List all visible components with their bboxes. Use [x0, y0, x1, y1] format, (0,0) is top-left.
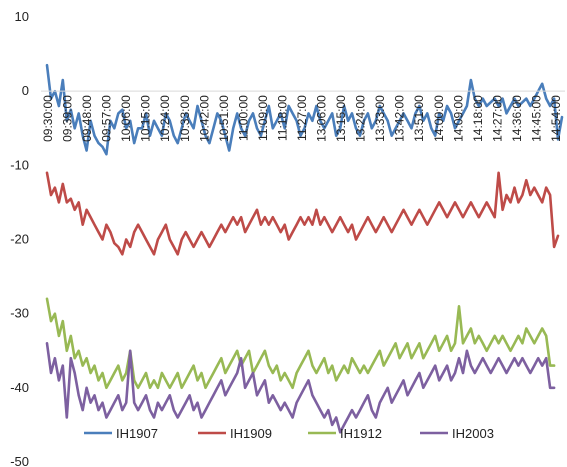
x-tick-label: 14:09:00 [451, 95, 465, 142]
y-tick-label: -10 [10, 157, 29, 172]
legend-label: IH1912 [340, 426, 382, 441]
x-tick-label: 14:36:00 [510, 95, 524, 142]
x-tick-label: 14:18:00 [471, 95, 485, 142]
x-tick-label: 11:00:00 [236, 95, 250, 141]
x-tick-label: 09:57:00 [100, 95, 114, 142]
x-axis: 09:30:00 09:39:00 09:48:00 09:57:00 10:06:00… [41, 90, 565, 142]
series-line-ih2003 [45, 341, 556, 434]
y-tick-label: 0 [22, 83, 29, 98]
y-axis-ticks: 10 0 -10 -20 -30 -40 -50 [10, 9, 29, 467]
x-tick-label: 13:33:00 [373, 95, 387, 142]
x-tick-label: 09:39:00 [61, 95, 75, 142]
x-tick-label: 14:27:00 [490, 95, 504, 142]
x-tick-label: 11:09:00 [256, 95, 270, 141]
x-tick-label: 11:27:00 [295, 95, 309, 141]
x-tick-label: 14:45:00 [529, 95, 543, 142]
legend-label: IH1907 [116, 426, 158, 441]
y-tick-label: -30 [10, 306, 29, 321]
series-line-ih1909 [45, 171, 560, 256]
legend-label: IH2003 [452, 426, 494, 441]
x-tick-label: 14:00:00 [432, 95, 446, 142]
x-tick-label: 13:15:00 [334, 95, 348, 142]
legend: IH1907 IH1909 IH1912 IH2003 [84, 426, 494, 441]
series-lines [45, 63, 564, 434]
x-tick-label: 09:48:00 [80, 95, 94, 142]
x-tick-label: 10:33:00 [178, 95, 192, 142]
x-tick-label: 10:15:00 [139, 95, 153, 142]
series-line-ih1907 [45, 63, 564, 156]
y-tick-label: -40 [10, 380, 29, 395]
y-tick-label: -50 [10, 454, 29, 467]
x-tick-label: 13:42:00 [393, 95, 407, 142]
x-tick-label: 13:51:00 [412, 95, 426, 142]
x-tick-label: 10:24:00 [158, 95, 172, 142]
legend-label: IH1909 [230, 426, 272, 441]
x-tick-label: 10:06:00 [119, 95, 133, 142]
x-tick-label: 13:24:00 [354, 95, 368, 142]
x-tick-label: 11:18:00 [275, 95, 289, 141]
x-tick-label: 09:30:00 [41, 95, 55, 142]
x-tick-label: 10:51:00 [217, 95, 231, 142]
x-tick-label: 14:54:00 [549, 95, 563, 142]
y-tick-label: -20 [10, 232, 29, 247]
x-tick-label: 13:06:00 [315, 95, 329, 142]
series-line-ih1912 [45, 297, 556, 390]
y-tick-label: 10 [15, 9, 29, 24]
x-tick-label: 10:42:00 [197, 95, 211, 142]
